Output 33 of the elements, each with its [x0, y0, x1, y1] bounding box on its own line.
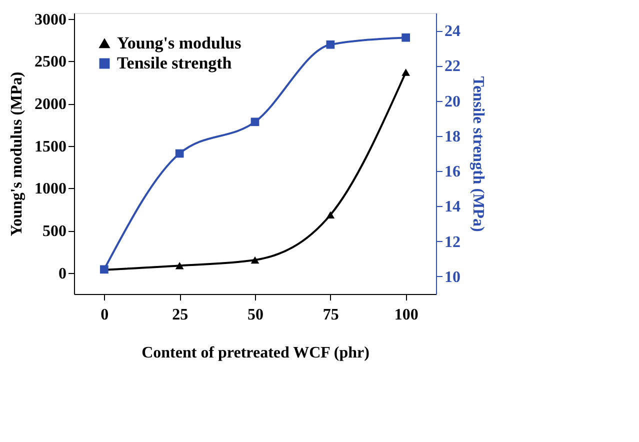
y2-tick-label: 10 [444, 268, 460, 286]
y2-tick-label: 14 [444, 198, 460, 216]
y-tick-label: 3000 [34, 11, 66, 28]
point [250, 256, 260, 264]
y-tick-label: 500 [42, 223, 66, 240]
y-tick-label: 2000 [34, 96, 66, 114]
point [175, 262, 184, 270]
point [402, 68, 410, 76]
y-tick-label: 1500 [34, 138, 66, 156]
point [326, 211, 335, 218]
x-tick-label: 0 [100, 306, 109, 324]
y2-tick-label: 12 [444, 234, 460, 251]
x-tick-label: 25 [172, 306, 188, 324]
y2-tick-label: 22 [444, 58, 460, 76]
y2-tick-label: 18 [444, 128, 460, 146]
x-axis-title: Content of pretreated WCF (phr) [142, 344, 370, 362]
y2-axis-title: Tensile strength (MPa) [470, 76, 486, 232]
y2-tick-label: 24 [444, 23, 460, 40]
legend-label: Tensile strength [117, 54, 232, 72]
x-tick-label: 75 [322, 306, 339, 324]
x-tick-label: 100 [394, 306, 418, 324]
y2-tick-label: 20 [444, 93, 460, 110]
y-tick-label: 0 [58, 265, 66, 282]
point [175, 149, 184, 158]
point [402, 33, 410, 42]
y-tick-label: 1000 [34, 180, 66, 198]
y-axis-title: Young's modulus (MPa) [8, 72, 26, 236]
legend-label: Young's modulus [117, 34, 242, 52]
point [250, 118, 260, 126]
y-tick-label: 2500 [34, 54, 66, 71]
y2-tick-label: 16 [444, 164, 460, 181]
x-tick-label: 50 [248, 306, 264, 324]
point [326, 40, 335, 49]
